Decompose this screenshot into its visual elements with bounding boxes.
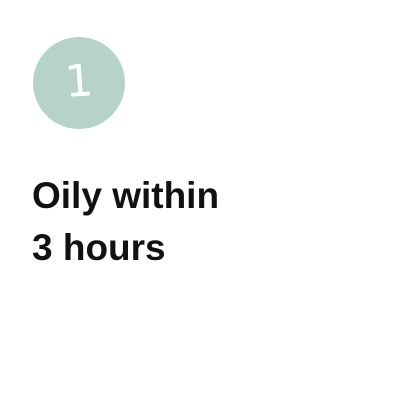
headline-line-2: 3 hours [32, 227, 166, 268]
step-number: 1 [63, 55, 95, 108]
headline-line-1: Oily within [32, 175, 220, 216]
step-number-badge: 1 [33, 37, 125, 129]
step-headline: Oily within 3 hours [32, 170, 372, 274]
